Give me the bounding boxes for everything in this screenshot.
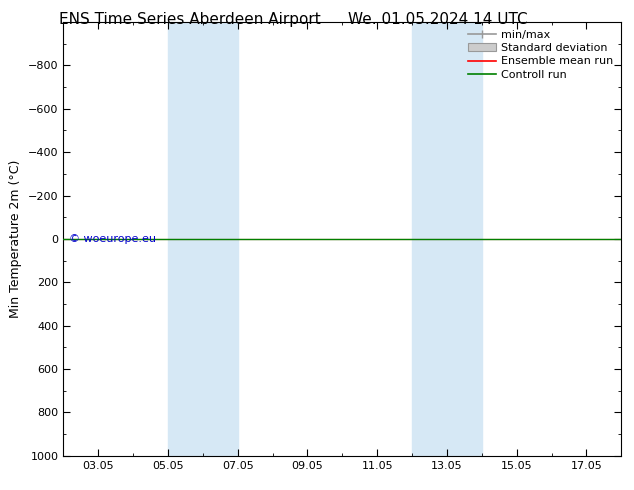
Y-axis label: Min Temperature 2m (°C): Min Temperature 2m (°C)	[10, 160, 22, 318]
Bar	[412, 22, 482, 456]
Text: © woeurope.eu: © woeurope.eu	[69, 234, 156, 244]
Legend: min/max, Standard deviation, Ensemble mean run, Controll run: min/max, Standard deviation, Ensemble me…	[463, 25, 618, 84]
Text: We. 01.05.2024 14 UTC: We. 01.05.2024 14 UTC	[347, 12, 527, 27]
Text: ENS Time Series Aberdeen Airport: ENS Time Series Aberdeen Airport	[60, 12, 321, 27]
Bar	[168, 22, 238, 456]
